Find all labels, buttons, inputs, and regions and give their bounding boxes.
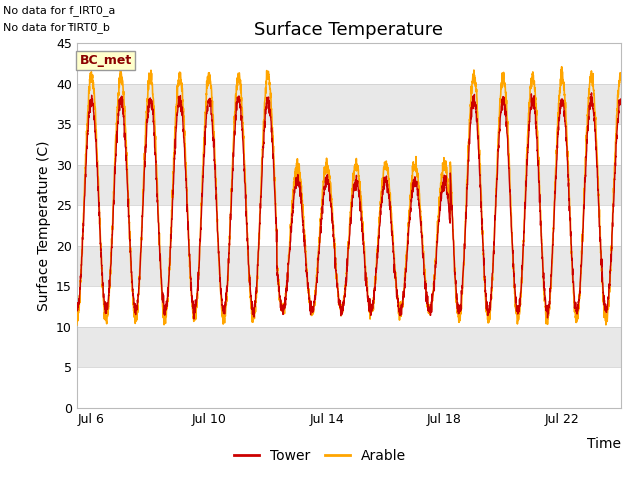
Y-axis label: Surface Temperature (C): Surface Temperature (C) (36, 140, 51, 311)
Title: Surface Temperature: Surface Temperature (254, 21, 444, 39)
Text: Time: Time (587, 437, 621, 451)
Legend: Tower, Arable: Tower, Arable (228, 443, 412, 468)
Text: No data for f_IRT0_a: No data for f_IRT0_a (3, 5, 116, 16)
Bar (77, 205, 621, 246)
Text: BC_met: BC_met (79, 54, 132, 67)
Bar (77, 124, 621, 165)
Bar (77, 43, 621, 84)
Bar (77, 368, 621, 408)
Bar (77, 287, 621, 327)
Text: No data for f̅IRT0̅_b: No data for f̅IRT0̅_b (3, 22, 110, 33)
